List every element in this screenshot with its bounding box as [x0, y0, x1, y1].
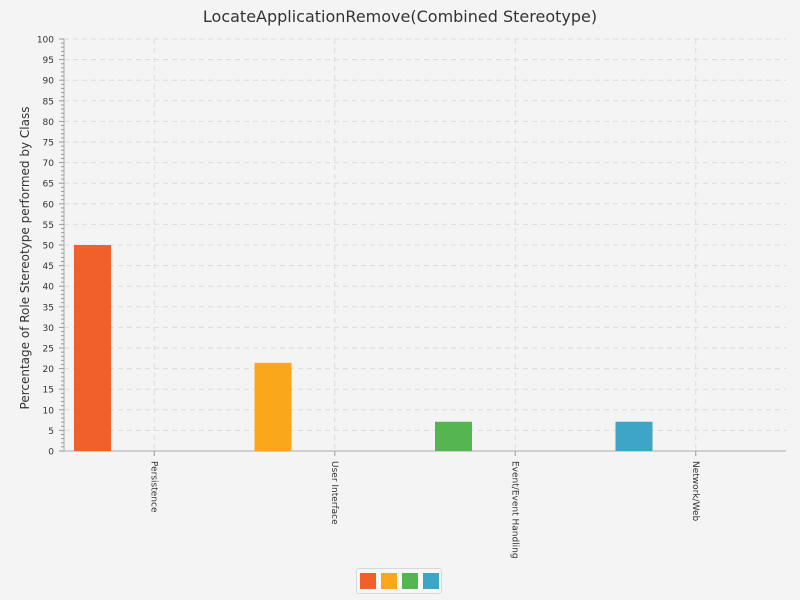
x-tick-label: Event/Event Handling: [509, 461, 519, 559]
y-tick-label: 75: [43, 139, 54, 149]
chart-title: LocateApplicationRemove(Combined Stereot…: [202, 7, 598, 26]
y-tick-label: 35: [43, 303, 54, 313]
grid-lines: [64, 38, 786, 451]
y-tick-label: 0: [48, 448, 54, 458]
legend-swatch: [422, 573, 439, 589]
bar-network-web: [615, 421, 653, 451]
y-tick-label: 90: [43, 77, 55, 87]
y-tick-label: 65: [43, 180, 54, 190]
y-tick-label: 5: [48, 427, 54, 437]
y-tick-label: 95: [43, 56, 54, 66]
y-tick-label: 100: [37, 36, 54, 46]
y-tick-label: 55: [43, 221, 54, 231]
y-tick-label: 85: [43, 97, 54, 107]
y-tick-label: 45: [43, 262, 54, 272]
x-tick-label: Persistence: [148, 461, 158, 513]
legend-swatch: [380, 573, 397, 589]
axes: 0 5 10 15 20 25 30 35 40 45 50 55 60 65 70 75 80 85 90 95 10…: [37, 36, 786, 559]
y-tick-label: 80: [43, 118, 55, 128]
y-tick-label: 20: [43, 365, 55, 375]
x-tick-label: Network/Web: [690, 461, 700, 522]
legend: [356, 568, 442, 594]
y-tick-label: 10: [43, 406, 55, 416]
y-tick-label: 25: [43, 345, 54, 355]
bar-persistence: [74, 245, 111, 451]
y-tick-label: 15: [43, 386, 54, 396]
y-axis-label: Percentage of Role Stereotype performed …: [18, 107, 32, 410]
legend-swatch: [401, 573, 418, 589]
y-tick-label: 30: [43, 324, 55, 334]
legend-swatch: [359, 573, 376, 589]
y-tick-label: 60: [43, 200, 55, 210]
bars: [74, 245, 653, 451]
y-tick-label: 50: [43, 242, 55, 252]
y-tick-label: 70: [43, 159, 55, 169]
bar-event-event-handling: [435, 421, 472, 451]
y-tick-label: 40: [43, 283, 55, 293]
x-tick-label: User Interface: [329, 461, 339, 525]
bar-user-interface: [254, 362, 292, 451]
